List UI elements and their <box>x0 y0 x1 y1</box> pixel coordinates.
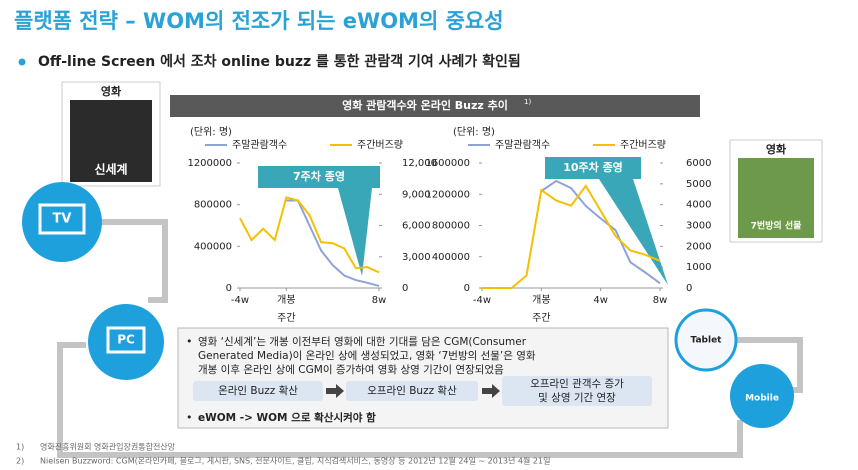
series-line <box>239 196 380 274</box>
poster <box>70 100 152 182</box>
poster-label: 영화 <box>766 142 786 156</box>
device-label: Mobile <box>745 394 779 404</box>
footnote: 영화진흥위원회 영화관입장권통합전산망 <box>40 442 176 452</box>
x-tick-label: 개봉 <box>277 294 295 306</box>
callout-conclusion: eWOM -> WOM 으로 확산시켜야 함 <box>198 411 376 424</box>
tv-icon <box>22 182 102 262</box>
y-tick-label: 0 <box>226 283 232 294</box>
flow-box <box>346 381 478 401</box>
flow-text: 오프라인 Buzz 확산 <box>367 384 457 397</box>
y-tick-label: 400000 <box>432 252 470 263</box>
legend-label: 주간버즈량 <box>620 139 666 151</box>
flow-arrow <box>326 384 344 398</box>
connector <box>57 342 743 458</box>
flow-box <box>193 381 323 401</box>
callout-box <box>177 327 669 429</box>
series-line <box>286 199 380 287</box>
y2-tick-label: 6,000 <box>402 221 431 232</box>
callout-pointer <box>338 188 372 276</box>
callout-box <box>258 166 380 188</box>
callout-line: Generated Media)이 온라인 상에 생성되었고, 영화 ‘7번방의… <box>198 350 536 362</box>
x-tick-label: -4w <box>231 295 249 306</box>
y2-tick-label: 3,000 <box>402 252 431 263</box>
callout-pointer <box>599 179 668 285</box>
charts: 0400000800000120000003,0006,0009,00012,0… <box>187 125 711 324</box>
units: (단위: 명) <box>453 125 495 138</box>
x-tick-label: 8w <box>372 295 387 306</box>
y-tick-label: 1600000 <box>425 158 470 169</box>
chart-header-note: 1) <box>524 98 531 106</box>
y2-tick-label: 1000 <box>686 262 711 273</box>
footnote: Nielsen Buzzword: CGM(온라인카페, 블로그, 게시판, S… <box>40 456 550 466</box>
legend-label: 주간버즈량 <box>357 139 403 151</box>
units: (단위: 명) <box>190 125 232 138</box>
footnote-num: 1) <box>16 443 24 452</box>
x-axis-label: 주간 <box>277 312 295 324</box>
x-axis-label: 주간 <box>532 312 550 324</box>
pc-icon <box>88 304 164 380</box>
callout-line: 영화 ‘신세계’는 개봉 이전부터 영화에 대한 기대를 담은 CGM(Cons… <box>198 336 527 348</box>
y-tick-label: 1200000 <box>425 189 470 200</box>
footnote-num: 2) <box>16 457 24 466</box>
y2-tick-label: 2000 <box>686 241 711 252</box>
connector <box>100 219 168 303</box>
bullet-mark: • <box>186 335 193 348</box>
flow-box <box>502 376 652 406</box>
legend-label: 주말관람객수 <box>495 138 550 151</box>
bullet-dot <box>18 58 26 66</box>
series-line <box>540 179 661 285</box>
slide-title: 플랫폼 전략 – WOM의 전조가 되는 eWOM의 중요성 <box>14 9 504 33</box>
connector <box>735 337 803 393</box>
y-tick-label: 400000 <box>194 241 232 252</box>
chart-header: 영화 관람객수와 온라인 Buzz 추이 <box>342 98 508 112</box>
poster-caption: 7번방의 선물 <box>751 220 802 232</box>
bullet-text: Off-line Screen 에서 조차 online buzz 를 통한 관… <box>38 53 521 70</box>
poster-label: 영화 <box>101 84 121 98</box>
tv-screen <box>38 203 86 235</box>
y2-tick-label: 5000 <box>686 179 711 190</box>
callout-box <box>545 157 641 179</box>
legend-label: 주말관람객수 <box>232 138 287 151</box>
poster-caption: 신세계 <box>94 162 127 177</box>
device-label: TV <box>53 212 72 227</box>
x-tick-label: 8w <box>653 295 668 306</box>
callout-line: 개봉 이후 온라인 상에 CGM이 증가하여 영화 상영 기간이 연장되었음 <box>198 363 504 376</box>
flow-text: 오프라인 관객수 증가 <box>530 378 624 390</box>
annotation: 7주차 종영 <box>293 169 345 183</box>
y2-tick-label: 0 <box>402 283 408 294</box>
y2-tick-label: 4000 <box>686 200 711 211</box>
pc-screen <box>106 326 146 354</box>
mobile-icon <box>730 364 794 428</box>
annotation: 10주차 종영 <box>563 160 623 174</box>
x-tick-label: 개봉 <box>532 294 550 306</box>
flow-text: 및 상영 기간 연장 <box>538 392 616 404</box>
tablet-icon <box>674 308 738 372</box>
y2-tick-label: 0 <box>686 283 692 294</box>
y-tick-label: 1200000 <box>187 158 232 169</box>
x-tick-label: 4w <box>593 295 608 306</box>
series-line <box>482 184 661 289</box>
chart-header-bar <box>170 95 700 117</box>
x-tick-label: -4w <box>473 295 491 306</box>
poster <box>738 158 814 238</box>
y2-tick-label: 3000 <box>686 221 711 232</box>
y-tick-label: 800000 <box>194 200 232 211</box>
y2-tick-label: 9,000 <box>402 189 431 200</box>
flow-arrow <box>482 384 500 398</box>
flow-text: 온라인 Buzz 확산 <box>218 384 298 397</box>
y-tick-label: 0 <box>464 283 470 294</box>
y-tick-label: 800000 <box>432 221 470 232</box>
bullet-mark: • <box>186 411 193 424</box>
y2-tick-label: 12,000 <box>402 158 437 169</box>
device-label: Tablet <box>691 336 723 346</box>
device-label: PC <box>117 333 135 347</box>
y2-tick-label: 6000 <box>686 158 711 169</box>
